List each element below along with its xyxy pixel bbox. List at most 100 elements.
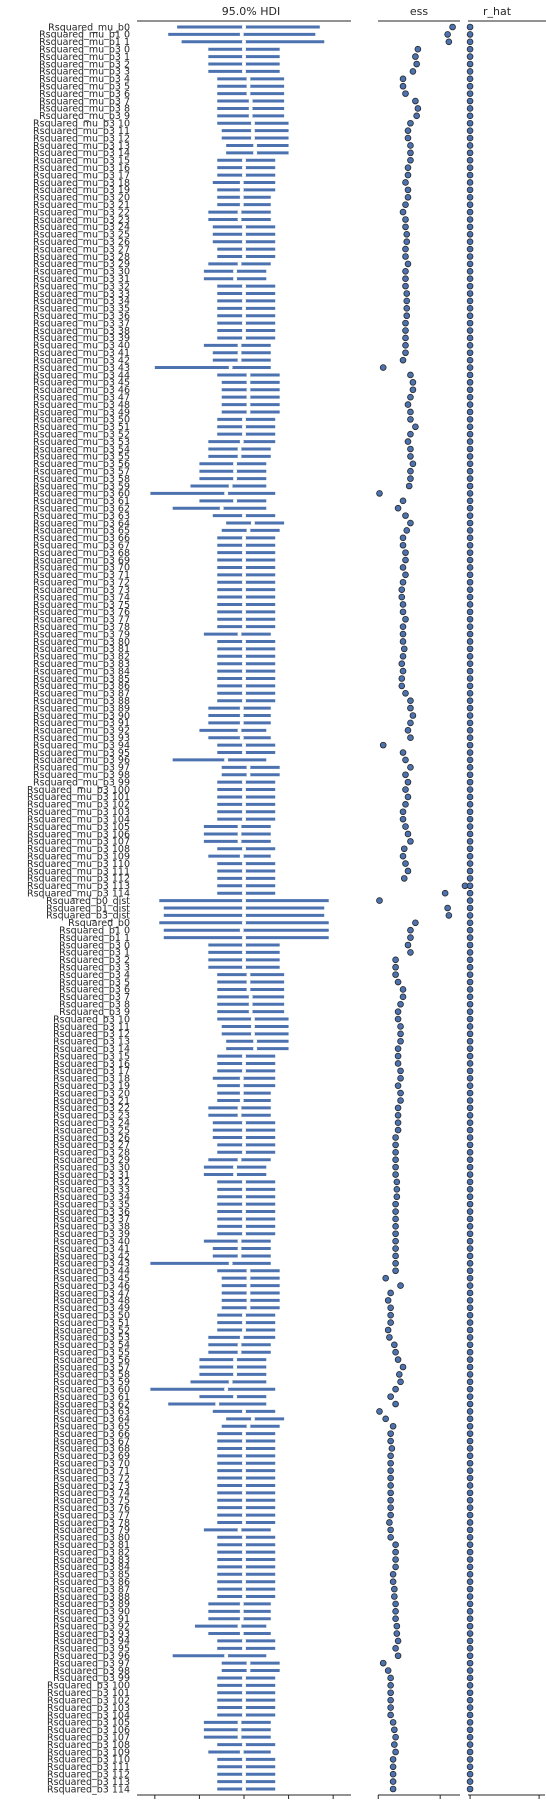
hdi-mean-point — [242, 1150, 246, 1155]
ess-point — [445, 38, 453, 46]
hdi-mean-point — [242, 817, 246, 822]
ess-point — [399, 534, 407, 542]
y-tick-label: Rsquared_b3 21 — [53, 1096, 130, 1107]
hdi-mean-point — [246, 1668, 251, 1673]
y-tick-label: Rsquared_mu_b3 67 — [33, 541, 130, 552]
hdi-mean-point — [233, 469, 238, 474]
hdi-mean-point — [233, 461, 238, 466]
hdi-mean-point — [242, 1535, 246, 1540]
hdi-mean-point — [242, 550, 246, 555]
rhat-point — [466, 986, 474, 993]
ess-point — [379, 364, 387, 371]
hdi-mean-point — [242, 1483, 246, 1488]
rhat-point — [466, 193, 474, 201]
hdi-mean-point — [242, 920, 246, 925]
y-tick-label: Rsquared_b3 92 — [53, 1621, 130, 1632]
hdi-mean-point — [242, 424, 246, 429]
ess-point — [393, 1178, 401, 1186]
rhat-point — [466, 105, 474, 112]
y-tick-label: Rsquared_b3 3 — [59, 963, 130, 974]
rhat-point — [466, 1000, 474, 1008]
y-tick-label: Rsquared_b3 7 — [59, 992, 130, 1003]
y-tick-label: Rsquared_b3 110 — [47, 1755, 130, 1766]
hdi-mean-point — [242, 780, 246, 785]
y-tick-label: Rsquared_mu_b3 81 — [33, 644, 130, 655]
ess-point — [387, 1704, 394, 1711]
rhat-point — [466, 60, 474, 68]
y-tick-label: Rsquared_mu_b3 0 — [39, 45, 130, 56]
rhat-point — [466, 860, 474, 867]
y-tick-label: Rsquared_mu_b3 56 — [33, 459, 130, 470]
rhat-point — [466, 1341, 474, 1349]
ess-point — [397, 1097, 404, 1104]
rhat-point — [466, 630, 474, 638]
hdi-mean-point — [242, 950, 246, 955]
ess-point — [392, 1385, 399, 1393]
rhat-point — [466, 297, 474, 305]
hdi-mean-point — [242, 617, 246, 622]
ess-point — [402, 319, 409, 327]
ess-point — [399, 497, 407, 505]
hdi-mean-point — [239, 720, 244, 725]
rhat-point — [466, 38, 474, 46]
hdi-mean-point — [246, 380, 251, 385]
hdi-mean-point — [239, 1601, 244, 1606]
y-tick-label: Rsquared_mu_b3 41 — [33, 348, 130, 359]
ess-point — [382, 1415, 389, 1423]
rhat-point — [466, 1608, 474, 1615]
hdi-mean-point — [253, 1046, 258, 1051]
hdi-mean-point — [242, 1054, 246, 1059]
rhat-point — [466, 238, 474, 246]
hdi-mean-point — [242, 1579, 246, 1584]
rhat-point — [466, 1593, 474, 1600]
hdi-mean-point — [237, 1727, 242, 1732]
y-tick-label: Rsquared_mu_b3 114 — [27, 888, 130, 899]
ess-point — [404, 401, 412, 408]
hdi-mean-point — [237, 728, 242, 733]
rhat-point — [466, 53, 474, 60]
y-tick-label: Rsquared_b3 39 — [53, 1229, 130, 1240]
hdi-mean-point — [248, 1009, 253, 1014]
hdi-mean-point — [242, 1698, 246, 1703]
y-tick-label: Rsquared_mu_b3 29 — [33, 259, 130, 270]
hdi-mean-point — [242, 321, 246, 326]
rhat-point — [466, 1111, 474, 1119]
ess-point — [399, 993, 407, 1001]
hdi-mean-point — [237, 1246, 242, 1251]
rhat-point — [466, 1726, 474, 1734]
rhat-point — [466, 645, 474, 653]
ess-point — [404, 127, 412, 134]
ess-point — [399, 82, 407, 90]
hdi-mean-point — [246, 76, 251, 81]
hdi-mean-point — [242, 432, 246, 437]
ess-point — [444, 904, 451, 912]
hdi-mean-point — [242, 165, 246, 170]
y-tick-label: Rsquared_mu_b3 88 — [33, 696, 130, 707]
ess-point — [379, 741, 387, 749]
hdi-mean-point — [250, 1017, 255, 1022]
ess-point — [400, 645, 408, 653]
ess-point — [402, 771, 409, 779]
y-tick-label: Rsquared_b3 40 — [53, 1236, 130, 1247]
rhat-point — [466, 1060, 474, 1067]
rhat-point — [466, 1415, 474, 1423]
hdi-mean-point — [242, 1209, 246, 1214]
y-tick-label: Rsquared_mu_b3 102 — [27, 800, 130, 811]
hdi-mean-point — [239, 180, 244, 185]
hdi-mean-point — [239, 1076, 244, 1081]
rhat-point — [466, 756, 474, 764]
hdi-mean-point — [215, 1402, 220, 1407]
hdi-mean-point — [239, 202, 244, 207]
ess-point — [399, 815, 407, 823]
y-tick-label: Rsquared_mu_b3 98 — [33, 770, 130, 781]
rhat-point — [466, 201, 474, 208]
ess-point — [409, 386, 417, 394]
rhat-point — [466, 867, 474, 875]
rhat-point — [466, 134, 474, 142]
hdi-mean-point — [242, 1572, 246, 1577]
hdi-mean-point — [246, 1276, 251, 1281]
hdi-mean-point — [233, 269, 238, 274]
ess-point — [392, 1541, 399, 1548]
rhat-point — [466, 1696, 474, 1704]
hdi-mean-point — [242, 906, 246, 910]
